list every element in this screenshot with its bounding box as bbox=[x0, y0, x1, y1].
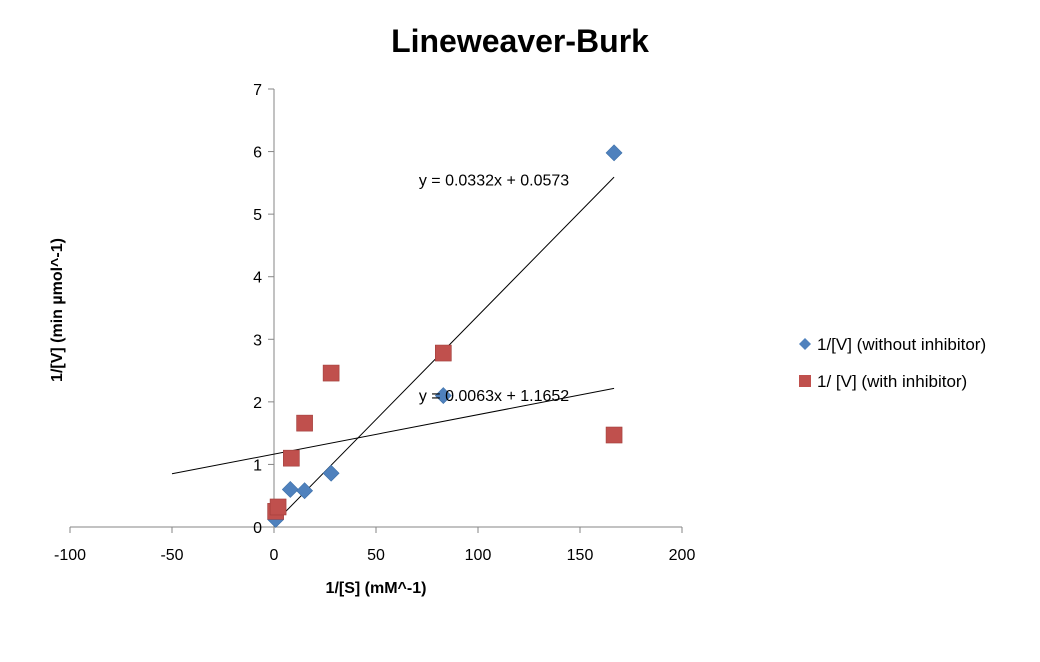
x-tick-label: 50 bbox=[367, 547, 385, 564]
data-point-diamond bbox=[281, 481, 299, 498]
y-tick-label: 6 bbox=[253, 145, 262, 162]
x-tick-label: 150 bbox=[567, 547, 594, 564]
data-point-square bbox=[283, 449, 300, 467]
y-tick-label: 5 bbox=[253, 207, 262, 224]
y-tick-label: 2 bbox=[253, 395, 262, 412]
data-point-diamond bbox=[322, 464, 340, 482]
data-point-square bbox=[322, 364, 340, 382]
x-tick-label: 100 bbox=[465, 547, 492, 564]
data-point-diamond bbox=[296, 482, 314, 500]
data-point-diamond bbox=[434, 387, 452, 405]
y-tick-label: 7 bbox=[253, 82, 262, 99]
x-tick-label: -50 bbox=[160, 547, 183, 564]
y-axis-ticks: 0 1 2 3 4 5 6 7 bbox=[253, 82, 274, 537]
trendline-2 bbox=[171, 387, 615, 475]
y-tick-label: 4 bbox=[253, 270, 262, 287]
legend-marker-diamond bbox=[799, 338, 811, 350]
legend: 1/[V] (without inhibitor) 1/ [V] (with in… bbox=[799, 335, 986, 391]
y-tick-label: 1 bbox=[253, 457, 262, 474]
series-2-points bbox=[267, 344, 623, 520]
x-axis-ticks: -100 -50 0 50 100 150 200 bbox=[54, 527, 695, 564]
data-point-square bbox=[269, 498, 287, 516]
trendline-equation-1: y = 0.0332x + 0.0573 bbox=[419, 173, 569, 190]
data-point-diamond bbox=[605, 144, 623, 162]
legend-marker-square bbox=[799, 375, 811, 387]
trendlines bbox=[171, 176, 615, 524]
trendline-equations: y = 0.0332x + 0.0573 y = 0.0063x + 1.1652 bbox=[419, 173, 569, 405]
chart-title: Lineweaver-Burk bbox=[391, 23, 649, 59]
legend-label: 1/[V] (without inhibitor) bbox=[817, 335, 986, 354]
legend-label: 1/ [V] (with inhibitor) bbox=[817, 372, 967, 391]
legend-entry-1: 1/[V] (without inhibitor) bbox=[799, 335, 986, 354]
data-point-square bbox=[435, 344, 452, 362]
x-axis-title: 1/[S] (mM^-1) bbox=[326, 580, 427, 597]
axes bbox=[70, 89, 682, 528]
x-tick-label: 200 bbox=[669, 547, 696, 564]
series-1-points bbox=[267, 144, 623, 528]
data-points bbox=[267, 144, 623, 528]
y-tick-label: 0 bbox=[253, 520, 262, 537]
data-point-square bbox=[296, 414, 313, 432]
trendline-equation-2: y = 0.0063x + 1.1652 bbox=[419, 388, 569, 405]
legend-entry-2: 1/ [V] (with inhibitor) bbox=[799, 372, 967, 391]
data-point-square bbox=[605, 426, 623, 444]
y-tick-label: 3 bbox=[253, 332, 262, 349]
y-axis-title: 1/[V] (min µmol^-1) bbox=[49, 238, 66, 382]
x-tick-label: 0 bbox=[270, 547, 279, 564]
x-tick-label: -100 bbox=[54, 547, 86, 564]
